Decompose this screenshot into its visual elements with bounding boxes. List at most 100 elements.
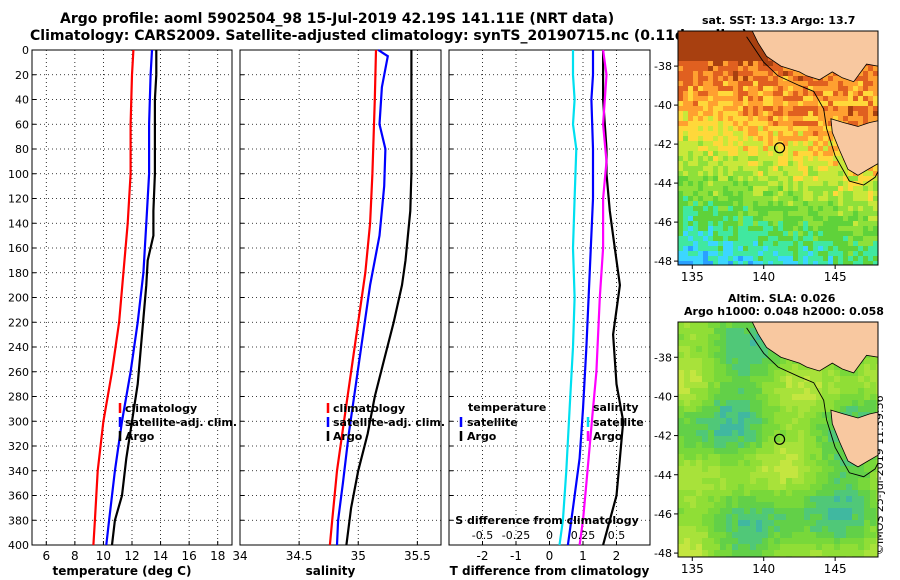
argo-position-marker-1 (773, 433, 786, 445)
map-y-tick-label: -38 (654, 351, 672, 364)
sla-map-subtitle: Argo h1000: 0.048 h2000: 0.058 (684, 305, 884, 318)
x2-tick-label: -0.5 (472, 529, 493, 542)
y-tick-label: 280 (8, 391, 29, 404)
x-tick-label: 35 (351, 549, 366, 563)
sla-map-grid (678, 322, 878, 557)
series-line-salinity-argo (578, 49, 608, 546)
sla-map-title: Altim. SLA: 0.026 (728, 292, 836, 305)
y-tick-label: 300 (8, 415, 29, 428)
map-x-tick-label: 145 (824, 562, 847, 576)
legend-label: satellite (467, 416, 518, 429)
y-tick-label: 160 (8, 242, 29, 255)
legend-label: satellite-adj. clim. (125, 416, 237, 429)
map-x-tick-label: 140 (752, 270, 775, 284)
shelf-contour-0 (746, 36, 879, 186)
x-tick-label: 16 (182, 549, 197, 563)
legend-label: climatology (125, 402, 197, 415)
map-frame-1 (677, 321, 879, 558)
x-tick-label: 14 (153, 549, 168, 563)
mainland-land-0 (751, 30, 879, 83)
map-y-tick-label: -40 (654, 99, 672, 112)
legend-label: Argo (593, 430, 623, 443)
map-y-tick-label: -42 (654, 430, 672, 443)
y-tick-label: 340 (8, 465, 29, 478)
tasmania-land-0 (830, 118, 879, 176)
y-tick-label: 20 (15, 69, 29, 82)
x-tick-label: 12 (124, 549, 139, 563)
map-y-tick-label: -48 (654, 255, 672, 268)
y-tick-label: 200 (8, 292, 29, 305)
legend-label: temperature (468, 401, 546, 414)
x-tick-label: 34.5 (286, 549, 313, 563)
argo-position-marker-0 (773, 142, 786, 154)
x-axis-label: T difference from climatology (450, 564, 650, 578)
x-tick-label: 2 (613, 549, 621, 563)
x-tick-label: 6 (42, 549, 50, 563)
map-frame-0 (677, 30, 879, 266)
mainland-land-1 (751, 321, 879, 374)
x-axis-label: salinity (306, 564, 356, 578)
y-tick-label: 100 (8, 168, 29, 181)
sst-map-title: sat. SST: 13.3 Argo: 13.7 (702, 14, 856, 27)
y-tick-label: 80 (15, 143, 29, 156)
legend-label: Argo (467, 430, 497, 443)
y-tick-label: 120 (8, 193, 29, 206)
map-x-tick-label: 135 (681, 562, 704, 576)
title-line-1: Argo profile: aoml 5902504_98 15-Jul-201… (60, 11, 615, 27)
x-tick-label: -2 (477, 549, 489, 563)
x-axis-label: temperature (deg C) (53, 564, 192, 578)
y-tick-label: 60 (15, 118, 29, 131)
map-y-tick-label: -46 (654, 508, 672, 521)
y-tick-label: 360 (8, 490, 29, 503)
x-tick-label: -1 (510, 549, 522, 563)
map-y-tick-label: -44 (654, 469, 672, 482)
x-tick-label: 1 (579, 549, 587, 563)
x2-tick-label: 0.5 (608, 529, 626, 542)
legend-label: satellite-adj. clim. (333, 416, 445, 429)
series-line-satellite-adj-clim- (105, 49, 154, 546)
y-tick-label: 260 (8, 366, 29, 379)
x2-tick-label: 0.25 (571, 529, 596, 542)
x2-tick-label: -0.25 (502, 529, 530, 542)
x-tick-label: 34 (232, 549, 247, 563)
series-line-argo (110, 50, 158, 546)
y-tick-label: 380 (8, 514, 29, 527)
title-line-2: Climatology: CARS2009. Satellite-adjuste… (30, 28, 748, 44)
x2-tick-label: 0 (546, 529, 553, 542)
legend-label: satellite (593, 416, 644, 429)
x-tick-label: 8 (71, 549, 79, 563)
map-x-tick-label: 140 (752, 562, 775, 576)
map-x-tick-label: 135 (681, 270, 704, 284)
shelf-contour-1 (746, 327, 879, 478)
y-tick-label: 220 (8, 316, 29, 329)
map-y-tick-label: -40 (654, 390, 672, 403)
x2-axis-label: S difference from climatology (455, 514, 639, 527)
map-y-tick-label: -42 (654, 138, 672, 151)
tasmania-land-1 (830, 409, 879, 468)
series-line-climatology (92, 49, 135, 546)
map-y-tick-label: -48 (654, 547, 672, 560)
series-line-argo (345, 50, 413, 546)
series-line-satellite-adj-clim- (335, 49, 390, 546)
map-y-tick-label: -38 (654, 60, 672, 73)
y-tick-label: 240 (8, 341, 29, 354)
y-tick-label: 400 (8, 539, 29, 552)
map-y-tick-label: -46 (654, 216, 672, 229)
legend-label: Argo (333, 430, 363, 443)
x-tick-label: 18 (210, 549, 225, 563)
series-line-climatology (328, 49, 378, 546)
y-tick-label: 40 (15, 94, 29, 107)
map-x-tick-label: 145 (824, 270, 847, 284)
legend-label: climatology (333, 402, 405, 415)
series-line-salinity-satellite (558, 50, 578, 546)
legend-label: Argo (125, 430, 155, 443)
y-tick-label: 320 (8, 440, 29, 453)
series-line-temperature-satellite (566, 50, 595, 546)
x-tick-label: 0 (546, 549, 554, 563)
map-y-tick-label: -44 (654, 177, 672, 190)
y-tick-label: 180 (8, 267, 29, 280)
x-tick-label: 10 (96, 549, 111, 563)
legend-label: salinity (593, 401, 639, 414)
y-tick-label: 140 (8, 217, 29, 230)
